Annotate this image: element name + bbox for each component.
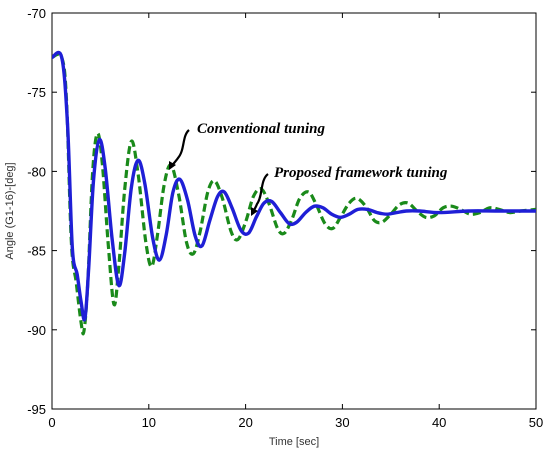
- y-tick-label: -90: [27, 323, 46, 338]
- y-tick-label: -75: [27, 85, 46, 100]
- series-line-proposed: [52, 50, 536, 322]
- x-tick-label: 20: [238, 415, 252, 430]
- annotation-arrowhead-conventional: [169, 161, 176, 170]
- x-tick-label: 50: [529, 415, 543, 430]
- y-axis-label: Angle (G1-16)-[deg]: [4, 162, 16, 259]
- x-tick-label: 0: [48, 415, 55, 430]
- y-tick-label: -95: [27, 402, 46, 417]
- annotation-conventional: Conventional tuning: [197, 121, 325, 137]
- annotation-arrowhead-proposed: [251, 207, 258, 216]
- y-tick-label: -85: [27, 244, 46, 259]
- series-line-conventional: [52, 52, 536, 336]
- x-tick-label: 10: [142, 415, 156, 430]
- annotation-proposed: Proposed framework tuning: [274, 165, 448, 181]
- y-tick-label: -70: [27, 6, 46, 21]
- y-tick-label: -80: [27, 164, 46, 179]
- x-tick-label: 30: [335, 415, 349, 430]
- x-tick-label: 40: [432, 415, 446, 430]
- x-axis-label: Time [sec]: [269, 436, 319, 448]
